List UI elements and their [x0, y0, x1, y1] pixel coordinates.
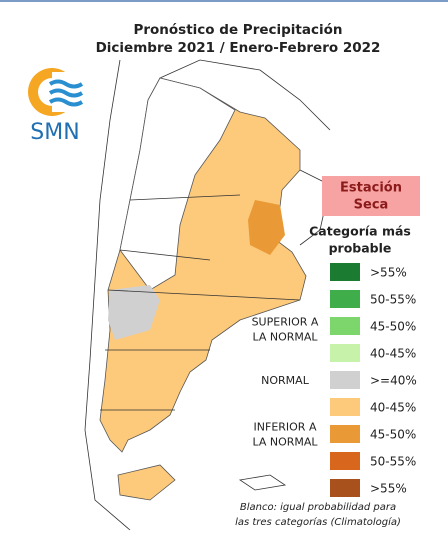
badge [322, 176, 420, 216]
legend-group: LA NORMAL [252, 331, 318, 344]
malvinas [238, 474, 287, 491]
note: las tres categorías (Climatología) [235, 516, 401, 528]
dry-core [248, 200, 285, 255]
legend-swatch [330, 398, 360, 416]
legend-swatch [330, 479, 360, 497]
title: Pronóstico de Precipitación [133, 22, 342, 38]
note: Blanco: igual probabilidad para [240, 502, 396, 513]
logo: SMN [28, 68, 84, 145]
legend-group: INFERIOR A [254, 421, 317, 434]
top-border [0, 0, 448, 2]
province-lines [100, 194, 301, 411]
legend-label: >55% [370, 482, 407, 496]
legend-label: 45-50% [370, 320, 416, 334]
chile-coast [84, 59, 131, 531]
legend-group: LA NORMAL [252, 436, 318, 449]
legend-label: 50-55% [370, 455, 416, 469]
legend-swatch [330, 344, 360, 362]
legend-swatch [330, 371, 360, 389]
legend-swatch [330, 290, 360, 308]
legend-group: NORMAL [261, 374, 310, 387]
climatology-area [119, 77, 236, 291]
legend-swatch [330, 425, 360, 443]
map [84, 59, 331, 531]
badge-text: Estación [340, 181, 402, 196]
legend-label: 40-45% [370, 347, 416, 361]
subtitle: Diciembre 2021 / Enero-Febrero 2022 [96, 40, 381, 56]
neighbor-border [159, 59, 331, 131]
legend-label: 45-50% [370, 428, 416, 442]
legend-group: SUPERIOR A [252, 316, 319, 329]
badge-text: Seca [354, 198, 389, 213]
legend-label: 50-55% [370, 293, 416, 307]
legend-label: >55% [370, 266, 407, 280]
legend-swatch [330, 317, 360, 335]
logo-text: SMN [30, 120, 79, 145]
normal-area [108, 285, 160, 340]
legend-swatch [330, 263, 360, 281]
legend-label: 40-45% [370, 401, 416, 415]
legend-label: >=40% [370, 374, 417, 388]
legend-swatch [330, 452, 360, 470]
legend-title: Categoría más [309, 224, 411, 239]
tierra-del-fuego [117, 464, 176, 501]
legend-title: probable [329, 241, 392, 256]
